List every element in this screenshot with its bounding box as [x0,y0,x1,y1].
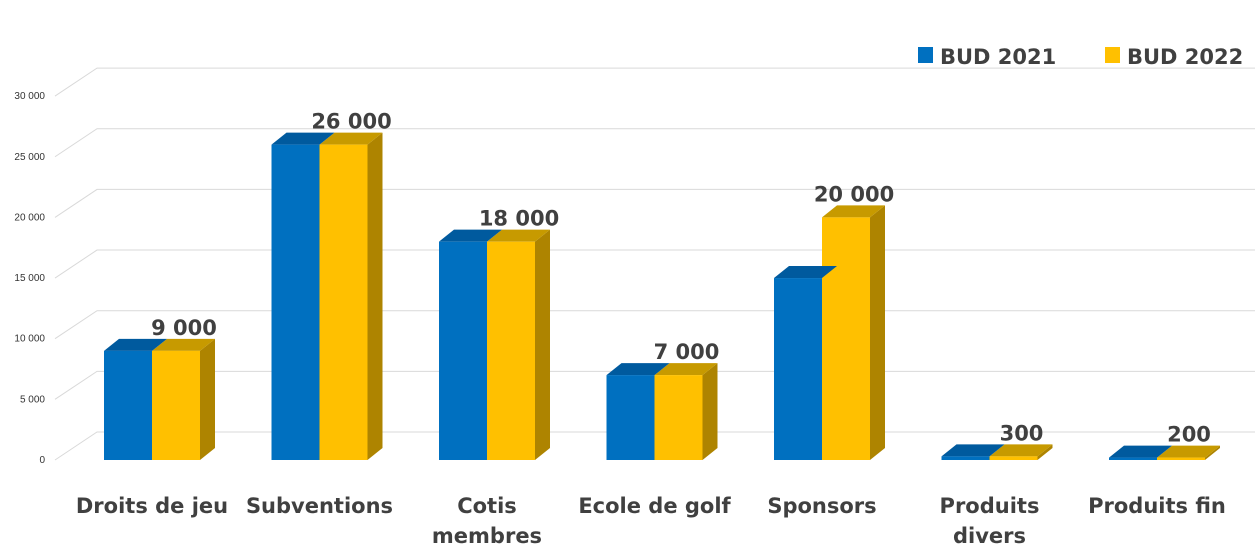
category-label: Ecole de golf [578,494,731,518]
gridline [54,188,1255,218]
bar-bud-2022 [989,456,1038,460]
data-label: 20 000 [814,182,894,206]
legend-label: BUD 2022 [1127,45,1243,69]
y-tick-label: 25 000 [14,152,45,163]
y-tick-label: 5 000 [20,394,45,405]
bar-top [822,205,885,218]
category-label: Cotis membres [432,494,542,548]
bar-bud-2022 [654,375,703,460]
category-label: Subventions [246,494,393,518]
bar-side [367,132,383,460]
y-tick-label: 20 000 [14,212,45,223]
category-label: Droits de jeu [76,494,228,518]
bar-side [200,338,215,460]
bar-top [152,338,215,351]
bars [104,132,1220,460]
bar-top [104,338,167,351]
bar-top [774,266,837,279]
category-label: Produits divers [940,494,1040,548]
bar-bud-2022 [152,350,200,460]
category-label: Produits fin [1088,494,1226,518]
bar-top [319,132,383,145]
bar-bud-2022 [1157,457,1205,460]
data-label: 26 000 [311,110,391,134]
data-label: 200 [1167,423,1211,447]
bar-side [535,229,550,460]
bar-bud-2022 [487,241,535,460]
bar-bud-2021 [941,456,990,460]
bar-top [1157,445,1220,458]
gridline [54,310,1255,340]
bar-bud-2022 [822,217,870,460]
gridline [54,249,1255,279]
gridline [54,67,1255,97]
category-label: Sponsors [767,494,876,518]
bar-side [702,363,718,460]
legend-swatch [1105,47,1120,63]
bar-bud-2022 [319,144,368,460]
bar-top [487,229,550,242]
bar-side [870,205,885,460]
bar-top [439,229,502,242]
bar-side [1037,444,1053,460]
legend-label: BUD 2021 [940,45,1056,69]
y-tick-label: 30 000 [14,91,45,102]
gridlines [54,67,1255,461]
data-labels: 9 000 26 000 18 000 7 000 20 000 300 200 [151,110,1211,447]
legend: BUD 2021 BUD 2022 [918,45,1243,69]
legend-swatch [918,47,933,63]
data-label: 7 000 [654,340,720,364]
bar-side [1205,445,1220,460]
bar-top [1109,445,1172,458]
bar-bud-2021 [104,350,152,460]
data-label: 18 000 [479,207,559,231]
gridline [54,128,1255,158]
bar-bud-2021 [606,375,655,460]
bar-bud-2021 [271,144,320,460]
data-label: 300 [1000,421,1044,445]
data-label: 9 000 [151,316,217,340]
bar-top [606,363,670,376]
y-tick-label: 15 000 [14,273,45,284]
bar-bud-2021 [439,241,487,460]
y-tick-label: 0 [39,455,45,466]
bar-bud-2021 [1109,457,1157,460]
y-tick-label: 10 000 [14,334,45,345]
bar-top [989,444,1053,457]
bar-top [941,444,1005,457]
bar-top [271,132,335,145]
bar-top [654,363,718,376]
y-axis-ticks: 0 5 000 10 000 15 000 20 000 25 000 30 000 [14,91,45,466]
bar-bud-2021 [774,278,822,460]
x-axis-categories: Droits de jeu Subventions Cotis membres Ecol… [76,494,1226,548]
